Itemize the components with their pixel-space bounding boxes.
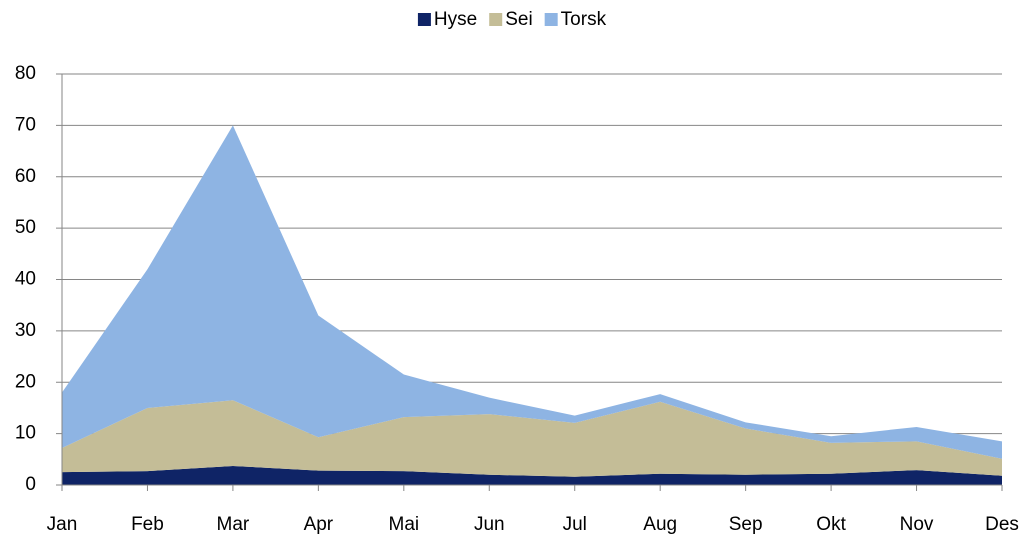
- x-tick-label: Apr: [304, 514, 334, 535]
- y-tick-label: 30: [15, 320, 36, 341]
- x-tick-label: Feb: [131, 514, 164, 535]
- y-tick-label: 70: [15, 114, 36, 135]
- legend-swatch: [417, 13, 431, 26]
- area: [62, 465, 1002, 485]
- legend-label: Torsk: [561, 9, 607, 30]
- legend-swatch: [544, 13, 558, 26]
- x-tick-label: Mai: [389, 514, 420, 535]
- area: [62, 125, 1002, 459]
- x-tick-label: Mar: [217, 514, 250, 535]
- y-tick-label: 0: [25, 474, 36, 495]
- x-tick-label: Aug: [643, 514, 677, 535]
- x-tick-label: Sep: [729, 514, 763, 535]
- x-tick-label: Jan: [47, 514, 78, 535]
- y-tick-label: 60: [15, 166, 36, 187]
- x-tick-label: Nov: [900, 514, 934, 535]
- x-tick-label: Jun: [474, 514, 505, 535]
- y-tick-label: 50: [15, 217, 36, 238]
- area: [62, 400, 1002, 477]
- x-tick-label: Okt: [816, 514, 846, 535]
- legend-label: Hyse: [434, 9, 477, 30]
- x-tick-label: Jul: [563, 514, 587, 535]
- y-tick-label: 10: [15, 423, 36, 444]
- x-tick-label: Des: [985, 514, 1019, 535]
- y-tick-label: 40: [15, 269, 36, 290]
- legend-swatch: [489, 13, 503, 26]
- y-tick-label: 20: [15, 371, 36, 392]
- legend-label: Sei: [505, 9, 532, 30]
- y-tick-label: 80: [15, 63, 36, 84]
- legend: Hyse Sei Torsk: [417, 9, 607, 30]
